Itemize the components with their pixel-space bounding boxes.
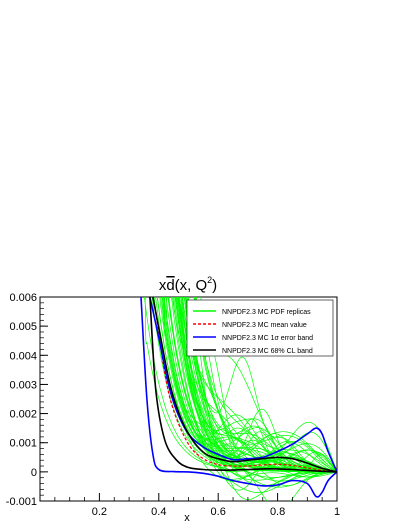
legend-label-error-band: NNPDF2.3 MC 1σ error band (222, 335, 313, 342)
replica-curve (186, 297, 337, 473)
legend-label-mean: NNPDF2.3 MC mean value (222, 322, 307, 329)
series-line-1 (149, 297, 337, 473)
replica-curve (168, 297, 337, 473)
replica-curve (194, 297, 337, 473)
replica-curve (173, 297, 337, 473)
replica-curve (163, 297, 337, 473)
series-line-2 (140, 297, 337, 498)
series-line-0 (155, 311, 337, 473)
y-tick-label: 0.003 (9, 379, 37, 391)
replica-curve (172, 297, 337, 493)
replica-curve (178, 297, 337, 473)
series-line-3 (152, 297, 337, 473)
x-tick-label: 0.4 (151, 506, 166, 518)
y-tick-label: -0.001 (6, 496, 37, 508)
legend-box (186, 299, 334, 357)
replica-curve (180, 297, 337, 491)
x-tick-label: 0.2 (92, 506, 107, 518)
x-tick-label: 0.6 (211, 506, 226, 518)
legend-label-cl-band: NNPDF2.3 MC 68% CL band (222, 348, 313, 355)
y-tick-label: 0 (31, 467, 37, 479)
chart-title: xd(x, Q2) (159, 275, 217, 294)
y-tick-label: 0.001 (9, 438, 37, 450)
replica-curve (166, 297, 337, 475)
x-tick-label: 0.8 (270, 506, 285, 518)
title-overbar-letter: d (166, 277, 174, 294)
replica-curve (167, 297, 337, 473)
y-tick-label: 0.005 (9, 321, 37, 333)
replica-curve (181, 297, 337, 473)
replica-curve (185, 297, 337, 473)
y-tick-label: 0.004 (9, 350, 37, 362)
axes: 0.2 0.4 0.6 0.8 1 -0.001 0 0.001 0.002 0.003 0.004… (6, 292, 340, 518)
legend: NNPDF2.3 MC PDF replicas NNPDF2.3 MC mea… (186, 299, 334, 357)
legend-label-replicas: NNPDF2.3 MC PDF replicas (222, 309, 311, 316)
y-tick-label: 0.006 (9, 292, 37, 304)
replica-curve (180, 297, 337, 473)
replica-curve (194, 297, 337, 473)
series-line-4 (149, 297, 337, 473)
x-tick-label: 1 (334, 506, 340, 518)
replica-curve (178, 297, 337, 473)
y-tick-label: 0.002 (9, 409, 37, 421)
replica-curve (175, 297, 337, 481)
series-curves (140, 297, 337, 498)
replica-curve (164, 297, 337, 482)
replica-curve (194, 297, 337, 473)
replica-curve (159, 297, 337, 473)
x-axis-label: x (184, 512, 190, 524)
